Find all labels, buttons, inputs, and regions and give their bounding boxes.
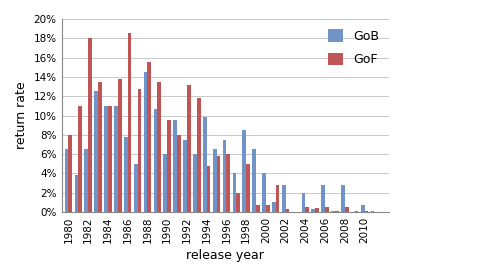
Bar bbox=[226, 154, 230, 212]
Bar bbox=[312, 209, 315, 212]
Bar bbox=[325, 207, 329, 212]
Bar bbox=[104, 106, 108, 212]
Bar bbox=[345, 207, 349, 212]
Bar bbox=[371, 211, 375, 212]
Bar bbox=[246, 164, 250, 212]
Bar bbox=[197, 98, 201, 212]
Bar bbox=[138, 89, 141, 212]
Bar bbox=[147, 62, 151, 212]
Bar bbox=[341, 185, 345, 212]
Bar bbox=[69, 135, 72, 212]
Bar bbox=[65, 149, 69, 212]
Bar bbox=[243, 130, 246, 212]
Bar bbox=[365, 211, 368, 212]
X-axis label: release year: release year bbox=[186, 249, 264, 262]
Bar bbox=[361, 205, 365, 212]
Bar bbox=[262, 173, 266, 212]
Bar bbox=[128, 34, 132, 212]
Bar bbox=[272, 202, 276, 212]
Bar bbox=[276, 185, 280, 212]
Bar bbox=[354, 211, 358, 212]
Y-axis label: return rate: return rate bbox=[15, 82, 28, 149]
Bar bbox=[331, 211, 335, 212]
Bar bbox=[236, 193, 240, 212]
Bar bbox=[335, 211, 339, 212]
Bar bbox=[216, 156, 220, 212]
Bar bbox=[187, 85, 191, 212]
Bar bbox=[163, 154, 167, 212]
Bar bbox=[203, 117, 207, 212]
Bar bbox=[282, 185, 285, 212]
Bar bbox=[183, 140, 187, 212]
Bar bbox=[84, 149, 88, 212]
Bar bbox=[193, 154, 197, 212]
Bar bbox=[157, 82, 161, 212]
Bar bbox=[94, 91, 98, 212]
Bar bbox=[74, 175, 78, 212]
Bar bbox=[134, 164, 138, 212]
Bar bbox=[285, 209, 289, 212]
Bar bbox=[98, 82, 102, 212]
Bar bbox=[305, 207, 309, 212]
Bar bbox=[124, 137, 128, 212]
Bar bbox=[78, 106, 82, 212]
Bar bbox=[88, 38, 92, 212]
Bar bbox=[252, 149, 256, 212]
Bar bbox=[315, 208, 319, 212]
Bar bbox=[167, 120, 171, 212]
Bar bbox=[108, 106, 112, 212]
Bar bbox=[233, 173, 236, 212]
Legend: GoB, GoF: GoB, GoF bbox=[324, 25, 383, 70]
Bar bbox=[143, 72, 147, 212]
Bar bbox=[153, 109, 157, 212]
Bar bbox=[207, 166, 211, 212]
Bar bbox=[256, 205, 260, 212]
Bar bbox=[173, 120, 177, 212]
Bar bbox=[302, 193, 305, 212]
Bar bbox=[177, 135, 181, 212]
Bar bbox=[118, 79, 122, 212]
Bar bbox=[223, 140, 226, 212]
Bar bbox=[321, 185, 325, 212]
Bar bbox=[114, 106, 118, 212]
Bar bbox=[213, 149, 216, 212]
Bar bbox=[266, 205, 270, 212]
